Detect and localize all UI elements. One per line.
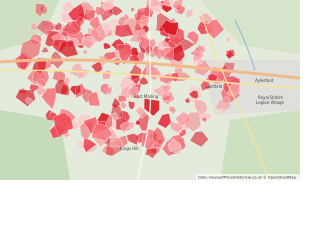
price-area [19, 38, 42, 62]
price-area [75, 16, 85, 27]
motorway [0, 58, 300, 80]
road [199, 9, 271, 180]
price-area [120, 101, 128, 110]
price-area [153, 48, 166, 60]
price-area [157, 113, 172, 129]
price-area [181, 129, 187, 137]
woodland [200, 0, 300, 55]
price-area [193, 99, 208, 116]
price-area [139, 15, 151, 27]
price-area [117, 94, 128, 103]
price-area [162, 0, 174, 7]
place-label: Aylesford [255, 78, 274, 83]
price-area [128, 100, 135, 110]
price-area [60, 31, 69, 38]
price-area [90, 62, 103, 75]
price-area [188, 90, 199, 99]
price-area [167, 138, 182, 154]
price-area [185, 111, 201, 133]
river [234, 19, 256, 71]
price-area [227, 84, 241, 97]
price-area [30, 22, 39, 31]
place-label: Royal British [258, 95, 284, 100]
price-area [218, 108, 228, 116]
price-area [120, 85, 131, 100]
price-area [123, 13, 130, 22]
price-area [171, 0, 184, 12]
road [137, 0, 152, 180]
price-area [119, 121, 135, 133]
price-area [126, 133, 139, 146]
woodland [0, 0, 60, 50]
price-area [58, 40, 79, 58]
price-area [81, 49, 88, 55]
price-area [104, 86, 113, 96]
price-area [129, 64, 142, 81]
price-area [144, 147, 158, 159]
price-area [135, 106, 147, 120]
price-area [61, 0, 76, 14]
attribution: Data: HouseofPricesHistorical.co.uk © Op… [198, 176, 297, 180]
price-area [116, 43, 132, 66]
price-area [201, 117, 207, 122]
price-area [53, 112, 74, 138]
price-area [152, 126, 166, 145]
price-area [189, 131, 209, 148]
price-area [96, 21, 113, 39]
price-area [110, 136, 125, 148]
place-label: Larkfield [205, 84, 223, 89]
price-area [114, 24, 134, 38]
price-area [36, 20, 55, 36]
woodland [220, 110, 300, 180]
price-area [186, 30, 199, 46]
price-area [75, 83, 87, 99]
price-area [184, 96, 191, 104]
price-area [87, 90, 101, 107]
page: {"map": {"labels": ["Larkfield", "Aylesf… [0, 0, 300, 180]
price-area [225, 36, 232, 44]
attribution-box [196, 174, 300, 180]
price-area [205, 19, 225, 40]
price-area [161, 19, 179, 37]
roads [0, 0, 300, 180]
price-area [168, 106, 177, 115]
price-area [91, 122, 113, 141]
price-area [139, 76, 149, 86]
price-area [111, 97, 121, 110]
price-area [63, 76, 70, 86]
price-area [135, 119, 141, 126]
price-area [143, 98, 160, 117]
price-area [101, 0, 115, 11]
price-area [145, 0, 161, 8]
price-area [198, 44, 206, 53]
price-area [214, 94, 232, 113]
price-area [35, 3, 45, 17]
road [0, 69, 300, 89]
price-area [130, 7, 135, 13]
price-area [25, 96, 34, 105]
price-area [95, 6, 104, 17]
place-label: Legion Village [256, 100, 284, 105]
price-area [68, 62, 85, 79]
price-area [41, 47, 50, 53]
price-area [54, 22, 63, 31]
price-area [15, 89, 36, 107]
place-label: Kings Hill [120, 146, 139, 151]
price-area [29, 83, 40, 93]
place-label: East Malling [134, 94, 159, 99]
price-area [200, 80, 211, 92]
price-area [192, 49, 203, 62]
price-area [152, 84, 173, 98]
price-area [117, 15, 126, 27]
price-area [80, 36, 96, 50]
price-area [103, 42, 112, 50]
price-area [225, 49, 235, 60]
price-area [83, 138, 97, 153]
price-area [169, 121, 184, 133]
map: Larkfield Aylesford Royal British Legion… [0, 0, 300, 180]
price-area [127, 87, 139, 99]
price-area [184, 9, 194, 19]
